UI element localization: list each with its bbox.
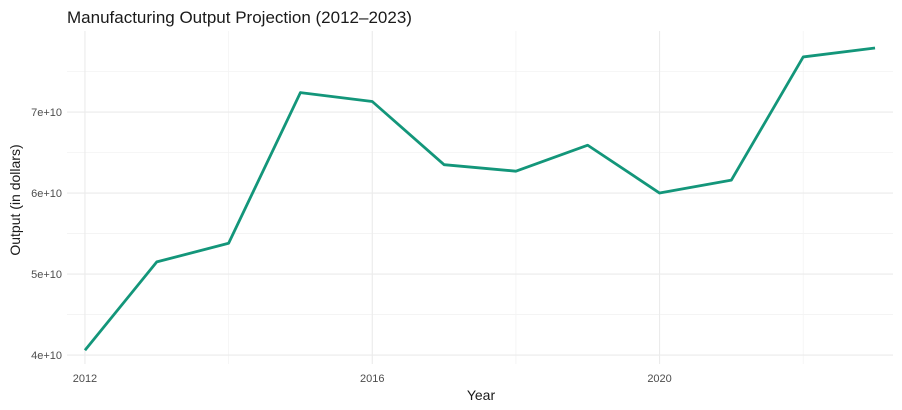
y-tick-label: 4e+10: [31, 350, 62, 362]
chart-title: Manufacturing Output Projection (2012–20…: [67, 8, 412, 27]
series-group: [83, 46, 876, 352]
x-tick-label: 2012: [73, 373, 97, 385]
x-tick-label: 2020: [647, 373, 671, 385]
x-axis-title: Year: [467, 387, 496, 403]
y-axis-title: Output (in dollars): [7, 144, 23, 255]
y-axis-ticks: 4e+10 5e+10 6e+10 7e+10: [31, 107, 62, 362]
x-tick-label: 2016: [360, 373, 384, 385]
y-tick-label: 5e+10: [31, 269, 62, 281]
y-tick-label: 7e+10: [31, 107, 62, 119]
y-tick-label: 6e+10: [31, 188, 62, 200]
series-line: [83, 46, 876, 352]
x-axis-ticks: 2012 2016 2020: [73, 373, 672, 385]
grid-lines: [67, 31, 893, 364]
